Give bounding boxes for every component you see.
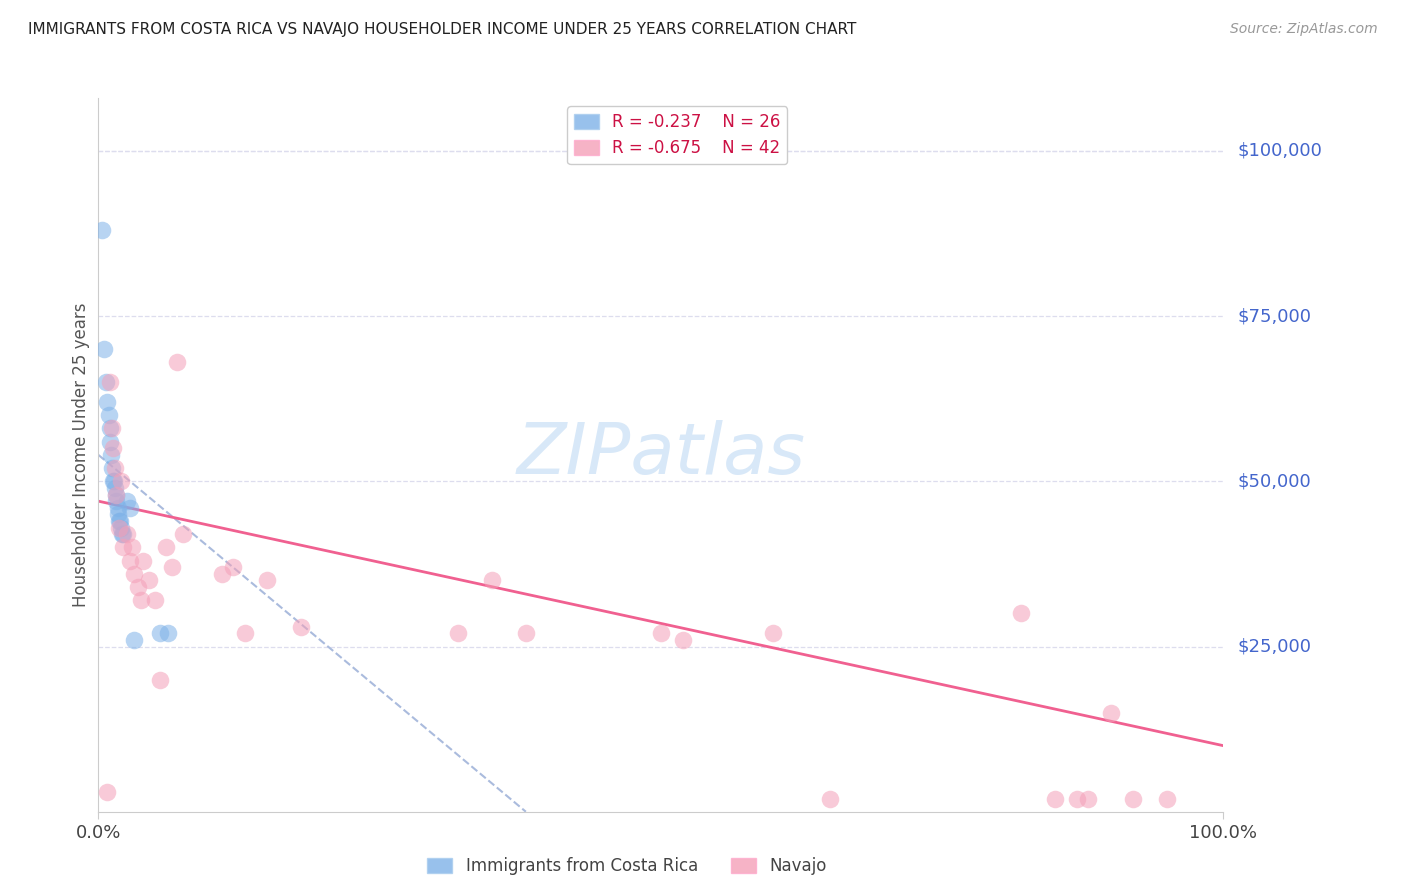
Point (112, 527, 135, 541)
Point (818, 791, 841, 805)
Point (110, 520, 132, 534)
Point (107, 508, 129, 522)
Point (100, 448, 122, 462)
Point (447, 626, 470, 640)
Text: IMMIGRANTS FROM COSTA RICA VS NAVAJO HOUSEHOLDER INCOME UNDER 25 YEARS CORRELATI: IMMIGRANTS FROM COSTA RICA VS NAVAJO HOU… (28, 22, 856, 37)
Point (211, 566, 233, 581)
Point (124, 566, 146, 581)
Text: $25,000: $25,000 (1237, 638, 1312, 656)
Point (93, 342, 115, 356)
Point (1043, 791, 1066, 805)
Point (121, 541, 143, 555)
Point (98, 434, 121, 449)
Point (98, 421, 121, 435)
Point (101, 461, 124, 475)
Point (1066, 791, 1088, 805)
Point (1099, 706, 1122, 720)
Point (105, 494, 128, 508)
Point (105, 487, 128, 501)
Point (222, 560, 245, 574)
Point (1156, 791, 1178, 805)
Point (1010, 607, 1032, 621)
Point (124, 632, 146, 647)
Point (110, 475, 132, 489)
Point (98, 376, 121, 390)
Point (149, 673, 172, 687)
Point (96, 376, 118, 390)
Text: Source: ZipAtlas.com: Source: ZipAtlas.com (1230, 22, 1378, 37)
Point (762, 626, 785, 640)
Point (107, 514, 129, 528)
Point (256, 574, 278, 588)
Point (118, 500, 141, 515)
Point (143, 593, 166, 607)
Point (108, 514, 131, 528)
Point (115, 494, 138, 508)
Point (105, 487, 128, 501)
Point (155, 541, 177, 555)
Point (1077, 791, 1099, 805)
Point (90, 223, 112, 237)
Text: $50,000: $50,000 (1237, 473, 1310, 491)
Point (103, 475, 125, 489)
Point (107, 500, 129, 515)
Point (290, 620, 312, 634)
Point (107, 520, 129, 534)
Text: ZIPatlas: ZIPatlas (516, 420, 806, 490)
Point (129, 593, 152, 607)
Point (112, 541, 135, 555)
Y-axis label: Householder Income Under 25 years: Householder Income Under 25 years (72, 302, 90, 607)
Point (672, 632, 695, 647)
Point (101, 475, 124, 489)
Point (157, 626, 180, 640)
Point (115, 527, 138, 541)
Point (104, 481, 127, 495)
Point (101, 421, 124, 435)
Legend: Immigrants from Costa Rica, Navajo: Immigrants from Costa Rica, Navajo (420, 851, 834, 882)
Point (160, 560, 183, 574)
Point (97, 409, 120, 423)
Point (96, 395, 118, 409)
Point (127, 580, 149, 594)
Point (515, 626, 537, 640)
Point (1122, 791, 1144, 805)
Point (104, 461, 127, 475)
Point (132, 554, 155, 568)
Point (166, 355, 188, 369)
Point (138, 574, 160, 588)
Point (149, 626, 172, 640)
Point (172, 527, 194, 541)
Text: $75,000: $75,000 (1237, 307, 1312, 326)
Text: $100,000: $100,000 (1237, 142, 1322, 160)
Point (233, 626, 256, 640)
Point (101, 442, 124, 456)
Point (96, 785, 118, 799)
Point (111, 527, 134, 541)
Point (650, 626, 672, 640)
Point (118, 554, 141, 568)
Point (481, 574, 503, 588)
